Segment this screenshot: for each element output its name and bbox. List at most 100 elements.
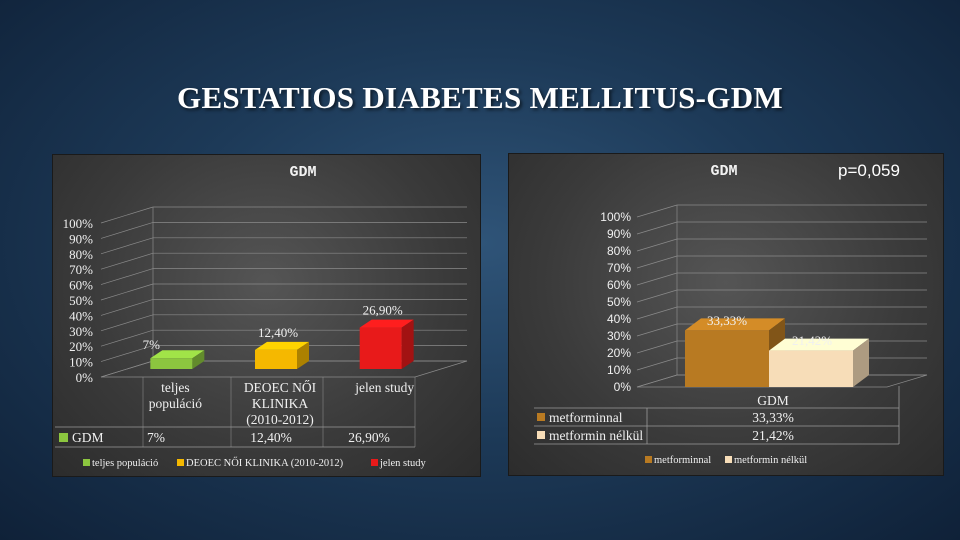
right-chart-svg: GDM p=0,059 0% 10% 20% 30% 40% 50% 60% 70% 80% 90…	[534, 161, 928, 466]
right-bar-2	[769, 338, 869, 387]
right-chart-panel: GDM p=0,059 0% 10% 20% 30% 40% 50% 60% 70% 80% 90…	[508, 153, 944, 476]
right-grid-diag	[636, 357, 678, 371]
left-chart-svg: GDM 0%10%20%30%40%50%60%70%80%90%100% 7%…	[55, 164, 468, 469]
right-grid-diag	[636, 221, 678, 235]
right-legend-label: metforminnal	[654, 455, 711, 466]
right-bar-1-top	[685, 318, 785, 331]
left-y-tick: 20%	[69, 339, 93, 354]
left-bar-1-front	[150, 358, 193, 369]
right-data-label: 21,42%	[792, 333, 832, 348]
left-legend-label: DEOEC NŐI KLINIKA (2010-2012)	[186, 457, 344, 469]
right-table-key	[537, 431, 545, 439]
left-grid-diag	[100, 299, 154, 316]
p-value-label: p=0,059	[838, 161, 900, 180]
left-y-tick: 80%	[69, 247, 93, 262]
left-category-label: jelen study	[354, 380, 414, 395]
left-y-tick: 70%	[69, 262, 93, 277]
right-table-series-name: metforminnal	[549, 410, 623, 425]
right-grid-diag	[636, 340, 678, 354]
left-table-cell: 12,40%	[250, 430, 292, 445]
left-table-series-name: GDM	[72, 430, 104, 445]
right-legend-key	[645, 456, 652, 463]
left-y-tick: 60%	[69, 278, 93, 293]
left-y-tick: 30%	[69, 324, 93, 339]
right-chart-title: GDM	[710, 163, 737, 180]
left-table-cell: 26,90%	[348, 430, 390, 445]
right-data-label: 33,33%	[707, 313, 747, 328]
right-grid-diag	[636, 238, 678, 252]
right-bar-2-top	[769, 338, 869, 351]
left-bar-1-side	[192, 350, 205, 369]
right-legend-key	[725, 456, 732, 463]
left-grid-diag	[100, 329, 154, 347]
right-table-cell: 21,42%	[752, 428, 794, 443]
left-legend-label: teljes populáció	[92, 458, 158, 469]
right-y-tick: 60%	[607, 278, 631, 292]
right-bar-2-side	[853, 338, 869, 387]
right-bar-1-front	[685, 330, 769, 387]
left-table-series-key	[59, 433, 68, 442]
left-grid-diag	[100, 237, 154, 255]
right-grid-diag	[636, 306, 678, 320]
left-bar-3-top	[359, 319, 414, 328]
left-bar-2-side	[297, 341, 309, 369]
left-legend-key	[83, 459, 90, 466]
right-table-cell: 33,33%	[752, 410, 794, 425]
left-y-tick: 100%	[63, 216, 94, 231]
right-table-series-name: metformin nélkül	[549, 428, 643, 443]
left-category-label: teljes	[161, 380, 190, 395]
left-grid-diag	[100, 314, 154, 332]
left-data-label: 7%	[143, 337, 161, 352]
left-grid-diag	[100, 345, 154, 362]
left-chart-title: GDM	[289, 164, 316, 181]
left-grid-diag	[100, 268, 154, 285]
left-category-label: (2010-2012)	[246, 412, 314, 427]
right-y-tick: 40%	[607, 312, 631, 326]
left-bar-3-side	[401, 319, 414, 369]
left-grid-diag	[100, 252, 154, 270]
right-grid-diag	[636, 323, 678, 337]
right-y-tick: 10%	[607, 363, 631, 377]
right-y-tick: 70%	[607, 261, 631, 275]
left-legend-label: jelen study	[379, 458, 427, 469]
left-bar-2-front	[255, 349, 297, 369]
left-y-tick: 40%	[69, 308, 93, 323]
left-y-tick: 10%	[69, 355, 93, 370]
left-bar-2-top	[255, 341, 309, 350]
right-y-tick: 20%	[607, 346, 631, 360]
left-y-tick: 50%	[69, 293, 93, 308]
right-y-tick: 50%	[607, 295, 631, 309]
left-bar-1	[150, 350, 205, 369]
left-legend-key	[371, 459, 378, 466]
left-bar-2	[255, 341, 309, 369]
right-y-tick: 80%	[607, 244, 631, 258]
left-data-label: 26,90%	[363, 303, 403, 318]
right-table-key	[537, 413, 545, 421]
left-category-label: KLINIKA	[252, 396, 308, 411]
left-y-tick: 90%	[69, 231, 93, 246]
right-bar-2-front	[769, 350, 853, 387]
left-y-tick: 0%	[76, 370, 94, 385]
right-legend-label: metformin nélkül	[734, 455, 807, 466]
left-grid-diag	[100, 222, 154, 239]
right-y-tick: 90%	[607, 227, 631, 241]
left-table-cell: 7%	[147, 430, 165, 445]
right-y-tick: 100%	[600, 210, 631, 224]
left-category-label: DEOEC NŐI	[244, 380, 317, 395]
right-y-tick: 30%	[607, 329, 631, 343]
left-legend-key	[177, 459, 184, 466]
left-bar-3	[359, 319, 414, 369]
left-category-label: populáció	[149, 396, 202, 411]
right-grid-diag	[636, 272, 678, 286]
left-grid-diag	[100, 206, 154, 224]
right-grid-diag	[636, 289, 678, 303]
left-grid-diag	[100, 283, 154, 301]
slide-title: GESTATIOS DIABETES MELLITUS-GDM	[177, 80, 783, 115]
left-data-label: 12,40%	[258, 325, 298, 340]
left-floor	[100, 360, 468, 378]
right-category-label: GDM	[757, 393, 789, 408]
right-grid-diag	[636, 204, 678, 218]
right-y-tick: 0%	[614, 380, 632, 394]
left-bar-1-top	[150, 350, 205, 359]
right-grid-diag	[636, 255, 678, 269]
